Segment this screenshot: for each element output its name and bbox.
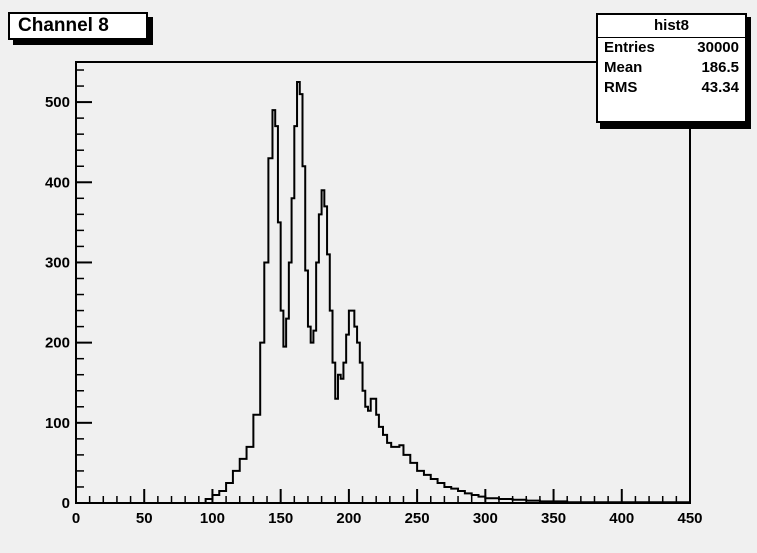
histogram-line [204, 81, 691, 504]
stats-title: hist8 [598, 15, 745, 38]
y-tick-label: 100 [45, 415, 70, 432]
y-tick-label: 0 [62, 495, 70, 512]
stats-row-mean: Mean 186.5 [598, 58, 745, 78]
x-tick-label: 450 [677, 510, 702, 527]
x-tick-label: 150 [268, 510, 293, 527]
y-tick-label: 400 [45, 174, 70, 191]
stats-label: Entries [604, 39, 655, 56]
y-tick-label: 500 [45, 94, 70, 111]
stats-value: 30000 [697, 39, 739, 56]
title-box: Channel 8 [8, 12, 153, 45]
stats-label: RMS [604, 79, 638, 96]
x-tick-label: 50 [136, 510, 153, 527]
x-tick-label: 100 [200, 510, 225, 527]
stats-value: 43.34 [701, 79, 739, 96]
stats-label: Mean [604, 59, 643, 76]
y-tick-label: 200 [45, 335, 70, 352]
stats-value: 186.5 [701, 59, 739, 76]
y-tick-label: 300 [45, 254, 70, 271]
stats-box: hist8 Entries 30000 Mean 186.5 RMS 43.34 [596, 13, 756, 129]
stats-row-rms: RMS 43.34 [598, 78, 745, 98]
x-tick-label: 250 [405, 510, 430, 527]
x-tick-label: 0 [72, 510, 80, 527]
stats-panel: hist8 Entries 30000 Mean 186.5 RMS 43.34 [596, 13, 747, 123]
chart-title: Channel 8 [8, 12, 148, 40]
stats-row-entries: Entries 30000 [598, 38, 745, 58]
x-tick-label: 400 [609, 510, 634, 527]
x-tick-label: 350 [541, 510, 566, 527]
x-tick-label: 200 [336, 510, 361, 527]
x-tick-label: 300 [473, 510, 498, 527]
